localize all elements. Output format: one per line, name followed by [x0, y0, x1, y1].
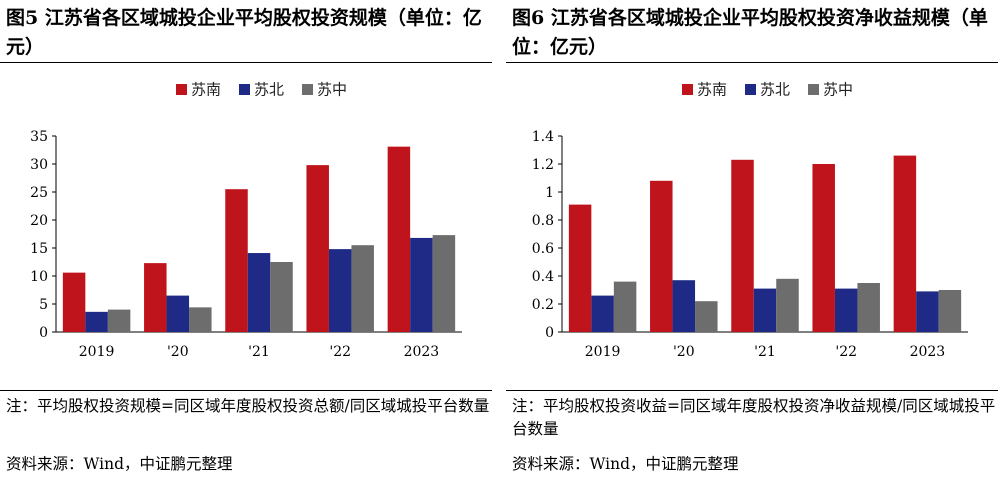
figure-5-panel: 图5 江苏省各区域城投企业平均股权投资规模（单位：亿元） 苏南 苏北 苏中 0 5 10 1… [0, 0, 492, 477]
bar-subei-3 [834, 288, 858, 332]
bar-subei-2 [753, 288, 777, 332]
bar-suzhong-1 [189, 307, 212, 332]
y-tick-label: 35 [30, 129, 48, 145]
y-tick-label: 5 [39, 297, 48, 313]
bar-sunan-0 [62, 272, 86, 332]
legend-label-suzhong: 苏中 [823, 81, 853, 99]
bar-sunan-4 [893, 155, 917, 332]
x-tick-label: 2019 [79, 344, 115, 360]
legend-label-subei: 苏北 [254, 81, 284, 99]
bar-subei-2 [247, 253, 271, 332]
legend-swatch-sunan [176, 84, 187, 95]
bar-suzhong-2 [776, 278, 799, 332]
figure-6-chart: 苏南 苏北 苏中 0 0.2 0.4 0.6 0.8 1 1.2 1.4 2019 '20 '21 '22 2… [532, 81, 968, 360]
x-tick-label: '21 [248, 344, 270, 360]
x-tick-label: 2023 [910, 344, 946, 360]
y-tick-label: 0.6 [532, 241, 554, 257]
x-tick-label: 2019 [585, 344, 621, 360]
bar-sunan-3 [306, 165, 329, 332]
y-tick-label: 30 [30, 157, 48, 173]
legend-swatch-suzhong [302, 84, 313, 95]
bar-subei-0 [85, 311, 108, 332]
y-tick-label: 0.8 [532, 213, 554, 229]
bar-sunan-2 [731, 159, 754, 332]
bar-subei-3 [328, 249, 352, 332]
y-tick-label: 0.2 [532, 297, 554, 313]
bar-suzhong-0 [107, 309, 131, 332]
x-tick-label: 2023 [404, 344, 440, 360]
legend-label-subei: 苏北 [760, 81, 790, 99]
y-tick-label: 1.4 [532, 129, 554, 145]
bar-sunan-1 [650, 180, 673, 332]
bar-subei-4 [916, 291, 939, 332]
y-tick-label: 1 [545, 185, 554, 201]
bottom-rule [506, 390, 998, 391]
bar-sunan-1 [144, 263, 167, 332]
x-tick-label: '21 [754, 344, 776, 360]
figure-5-note: 注：平均股权投资规模=同区域年度股权投资总额/同区域城投平台数量 [6, 397, 490, 415]
y-tick-label: 0 [545, 325, 554, 341]
figure-6-title: 图6 江苏省各区域城投企业平均股权投资净收益规模（单位：亿元） [512, 7, 988, 58]
bar-suzhong-1 [695, 301, 718, 332]
bottom-rule [0, 390, 492, 391]
legend: 苏南 苏北 苏中 [682, 81, 853, 99]
bar-sunan-4 [387, 146, 411, 332]
bar-suzhong-4 [938, 290, 962, 332]
figure-5-title: 图5 江苏省各区域城投企业平均股权投资规模（单位：亿元） [6, 7, 482, 58]
legend-swatch-subei [745, 84, 756, 95]
figure-5-source: 资料来源：Wind，中证鹏元整理 [6, 455, 233, 473]
x-tick-label: '20 [673, 344, 695, 360]
x-tick-label: '22 [329, 344, 351, 360]
x-tick-label: '20 [167, 344, 189, 360]
y-tick-label: 10 [30, 269, 48, 285]
bar-suzhong-3 [857, 283, 880, 332]
legend-label-suzhong: 苏中 [317, 81, 347, 99]
y-tick-label: 15 [30, 241, 48, 257]
top-rule [0, 62, 492, 63]
figure-6-panel: 图6 江苏省各区域城投企业平均股权投资净收益规模（单位：亿元） 苏南 苏北 苏中 0 0… [506, 0, 998, 477]
bar-suzhong-4 [432, 235, 456, 332]
bar-suzhong-2 [270, 262, 293, 332]
legend: 苏南 苏北 苏中 [176, 81, 347, 99]
bar-sunan-0 [568, 204, 592, 332]
bar-subei-1 [166, 295, 190, 332]
y-tick-label: 0.4 [532, 269, 554, 285]
y-tick-label: 20 [30, 213, 48, 229]
figure-6-note: 注：平均股权投资收益=同区域年度股权投资净收益规模/同区域城投平台数量 [512, 397, 996, 438]
bar-subei-1 [672, 280, 696, 332]
y-tick-label: 25 [30, 185, 48, 201]
y-tick-label: 0 [39, 325, 48, 341]
figure-6-source: 资料来源：Wind，中证鹏元整理 [512, 455, 739, 473]
figure-5-chart: 苏南 苏北 苏中 0 5 10 15 20 25 30 35 2019 '20 '21 '22 2023 [30, 81, 462, 360]
bar-suzhong-3 [351, 245, 374, 332]
x-tick-label: '22 [835, 344, 857, 360]
bar-suzhong-0 [613, 281, 637, 332]
legend-label-sunan: 苏南 [191, 81, 221, 99]
legend-label-sunan: 苏南 [697, 81, 727, 99]
bar-subei-4 [410, 237, 433, 332]
bar-sunan-3 [812, 164, 835, 332]
bar-subei-0 [591, 295, 614, 332]
top-rule [506, 62, 998, 63]
bar-sunan-2 [225, 189, 248, 332]
legend-swatch-sunan [682, 84, 693, 95]
legend-swatch-subei [239, 84, 250, 95]
y-tick-label: 1.2 [532, 157, 554, 173]
legend-swatch-suzhong [808, 84, 819, 95]
